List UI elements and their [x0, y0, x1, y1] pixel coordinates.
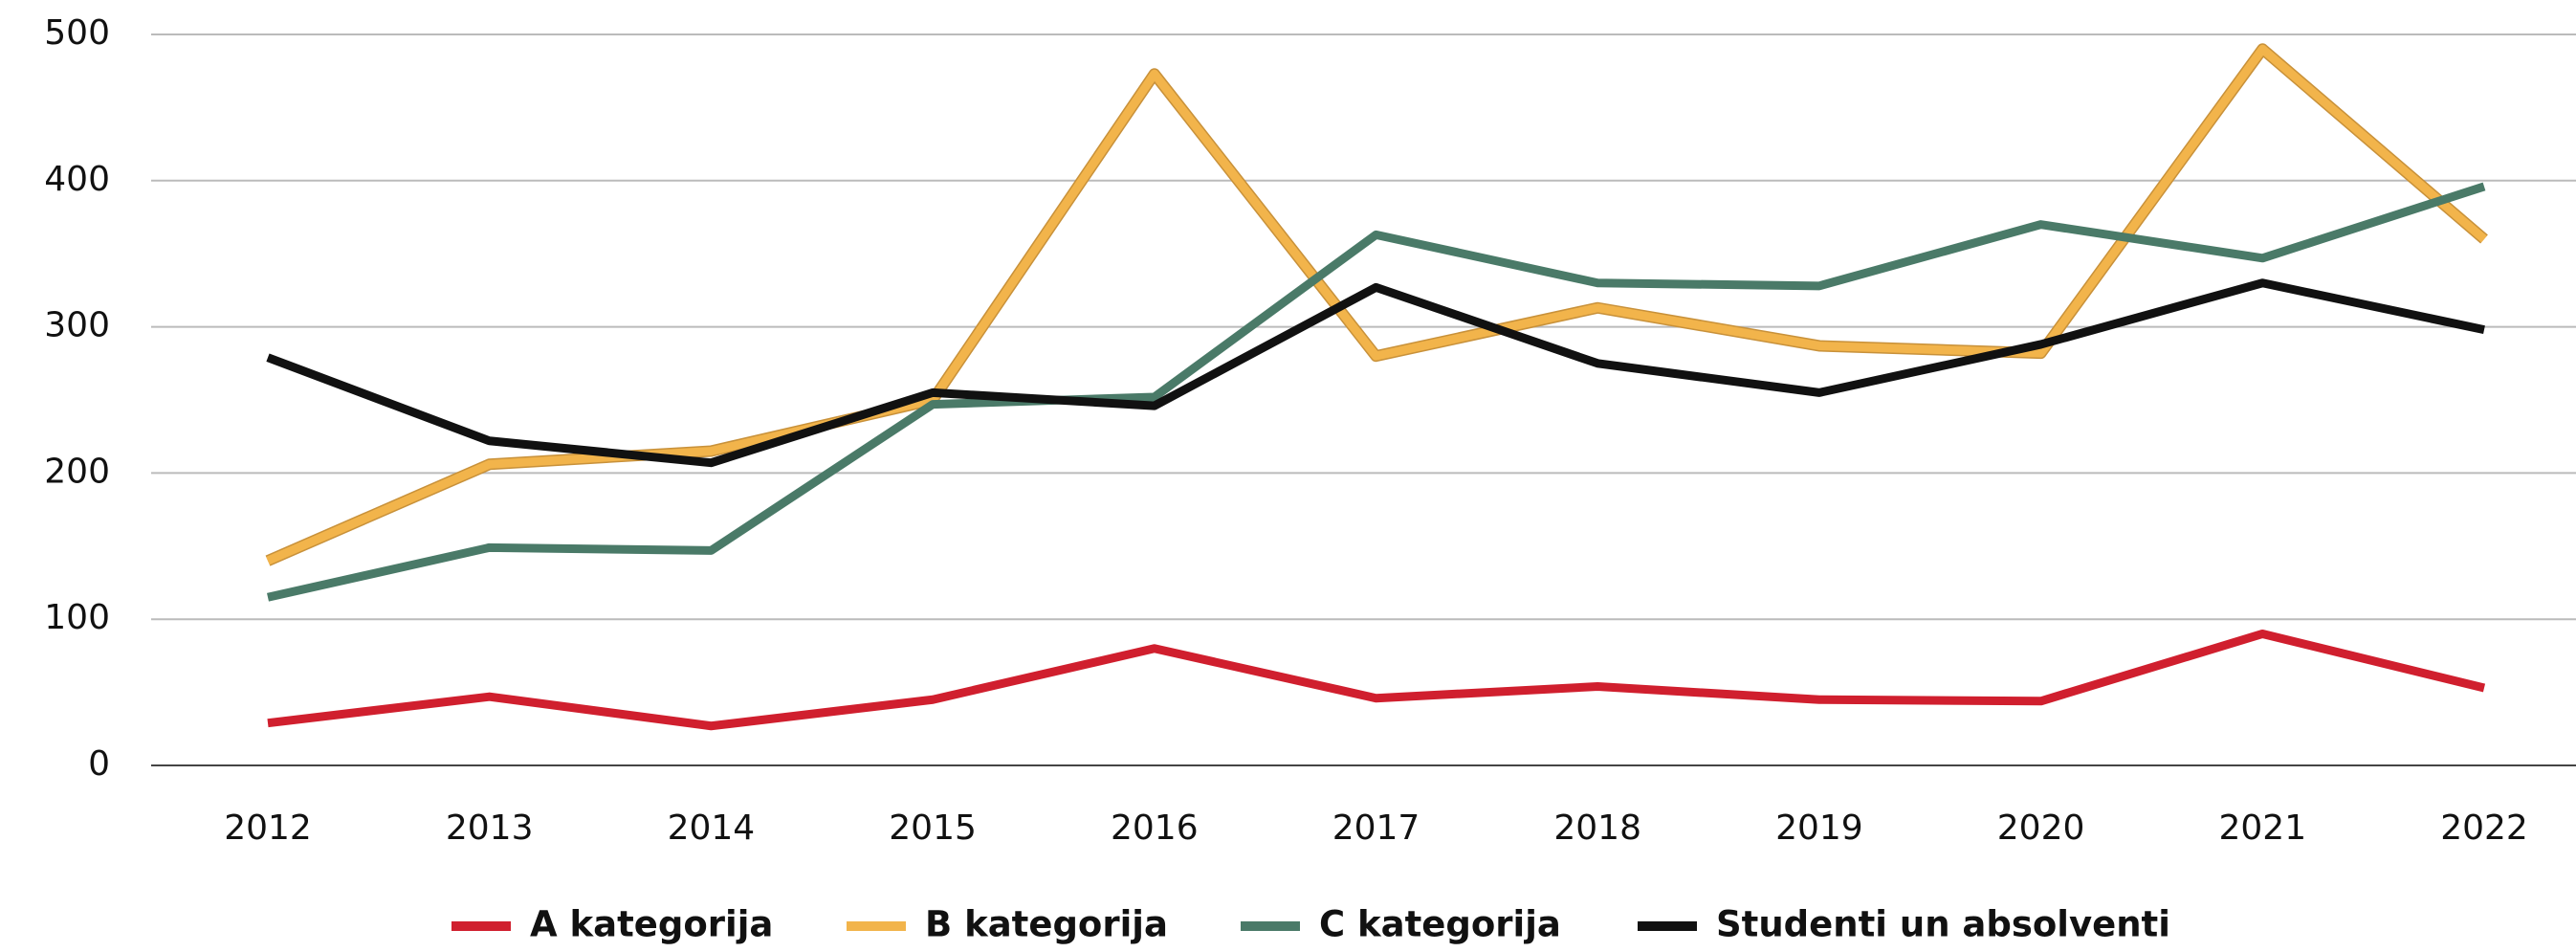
x-tick-label: 2017 — [1332, 808, 1420, 848]
x-tick-label: 2018 — [1553, 808, 1641, 848]
x-tick-label: 2020 — [1997, 808, 2085, 848]
y-tick-label: 300 — [44, 306, 110, 345]
x-tick-label: 2021 — [2218, 808, 2306, 848]
series-line — [267, 182, 2486, 602]
x-tick-label: 2015 — [889, 808, 977, 848]
line-outline — [265, 43, 2488, 566]
legend-label: A kategorija — [530, 904, 773, 945]
y-tick-label: 500 — [44, 13, 110, 53]
y-tick-label: 100 — [44, 598, 110, 637]
y-tick-label: 400 — [44, 160, 110, 199]
series-line — [267, 629, 2486, 731]
legend-label: Studenti un absolventi — [1716, 904, 2170, 945]
y-tick-label: 200 — [44, 452, 110, 491]
x-tick-label: 2014 — [668, 808, 756, 848]
x-tick-label: 2022 — [2440, 808, 2528, 848]
x-tick-label: 2019 — [1775, 808, 1863, 848]
series-line — [266, 44, 2487, 565]
legend-label: C kategorija — [1319, 904, 1561, 945]
x-tick-label: 2016 — [1111, 808, 1199, 848]
x-tick-label: 2012 — [224, 808, 312, 848]
series-line — [266, 278, 2485, 468]
x-tick-label: 2013 — [446, 808, 534, 848]
legend-label: B kategorija — [925, 904, 1168, 945]
y-tick-label: 0 — [88, 744, 110, 784]
